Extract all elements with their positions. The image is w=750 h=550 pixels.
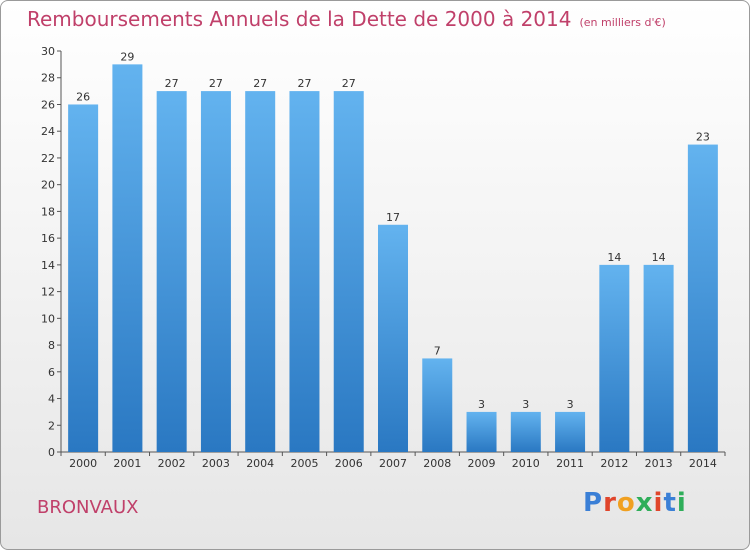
data-label: 27	[297, 77, 311, 90]
bar-2004	[245, 91, 276, 452]
data-label: 7	[434, 344, 441, 357]
x-tick-label: 2012	[600, 457, 628, 470]
bar-2001	[112, 64, 143, 452]
y-tick-label: 6	[48, 366, 55, 379]
y-tick-label: 20	[41, 179, 55, 192]
bar-2005	[289, 91, 320, 452]
y-tick-label: 4	[48, 393, 55, 406]
y-tick-label: 16	[41, 232, 55, 245]
data-label: 27	[253, 77, 267, 90]
data-label: 3	[522, 398, 529, 411]
y-tick-label: 2	[48, 419, 55, 432]
x-tick-label: 2011	[556, 457, 584, 470]
x-tick-label: 2004	[246, 457, 274, 470]
y-tick-label: 28	[41, 72, 55, 85]
y-tick-label: 14	[41, 259, 55, 272]
chart-title-text: Remboursements Annuels de la Dette de 20…	[27, 7, 572, 31]
y-tick-label: 12	[41, 286, 55, 299]
chart-title: Remboursements Annuels de la Dette de 20…	[27, 7, 666, 31]
x-tick-label: 2006	[335, 457, 363, 470]
x-tick-label: 2009	[468, 457, 496, 470]
bar-2014	[687, 144, 718, 453]
data-label: 26	[76, 90, 90, 103]
x-tick-label: 2014	[689, 457, 717, 470]
y-tick-label: 10	[41, 312, 55, 325]
y-tick-label: 0	[48, 446, 55, 459]
bar-2011	[555, 411, 586, 452]
x-tick-label: 2007	[379, 457, 407, 470]
logo-letter: o	[616, 488, 636, 518]
logo-letter: r	[603, 488, 617, 518]
x-tick-label: 2002	[158, 457, 186, 470]
data-labels: 26 29 27 27 27 27 27 17 7 3 3 3 14 14 23	[76, 50, 710, 411]
data-label: 17	[386, 211, 400, 224]
x-tick-label: 2005	[290, 457, 318, 470]
bar-2009	[466, 411, 497, 452]
commune-name: BRONVAUX	[37, 497, 139, 518]
data-label: 27	[165, 77, 179, 90]
bar-2006	[333, 91, 364, 452]
data-label: 27	[342, 77, 356, 90]
data-label: 14	[607, 251, 621, 264]
logo-letter: t	[663, 488, 677, 518]
chart-subtitle: (en milliers d'€)	[579, 16, 666, 29]
bar-2012	[599, 264, 630, 452]
proxiti-logo: Proxiti	[583, 488, 687, 518]
logo-letter: i	[653, 488, 664, 518]
y-tick-label: 26	[41, 98, 55, 111]
bar-2003	[200, 91, 231, 452]
x-tick-label: 2003	[202, 457, 230, 470]
data-label: 27	[209, 77, 223, 90]
data-label: 23	[696, 131, 710, 144]
bar-2000	[68, 104, 99, 452]
logo-letter: P	[583, 488, 604, 518]
logo-letter: i	[676, 488, 687, 518]
x-tick-label: 2010	[512, 457, 540, 470]
y-tick-label: 30	[41, 45, 55, 58]
y-tick-label: 24	[41, 125, 55, 138]
x-tick-label: 2001	[113, 457, 141, 470]
y-tick-label: 22	[41, 152, 55, 165]
bar-2013	[643, 264, 674, 452]
bar-2008	[422, 358, 453, 452]
x-tick-label: 2008	[423, 457, 451, 470]
x-tick-label: 2013	[645, 457, 673, 470]
y-tick-label: 18	[41, 205, 55, 218]
data-label: 3	[567, 398, 574, 411]
data-label: 3	[478, 398, 485, 411]
data-label: 14	[652, 251, 666, 264]
data-label: 29	[120, 50, 134, 63]
y-tick-label: 8	[48, 339, 55, 352]
bar-2007	[378, 224, 408, 452]
bar-2002	[156, 91, 187, 452]
bars	[68, 64, 718, 453]
logo-letter: x	[635, 488, 654, 518]
bar-2010	[510, 411, 541, 452]
x-tick-label: 2000	[69, 457, 97, 470]
